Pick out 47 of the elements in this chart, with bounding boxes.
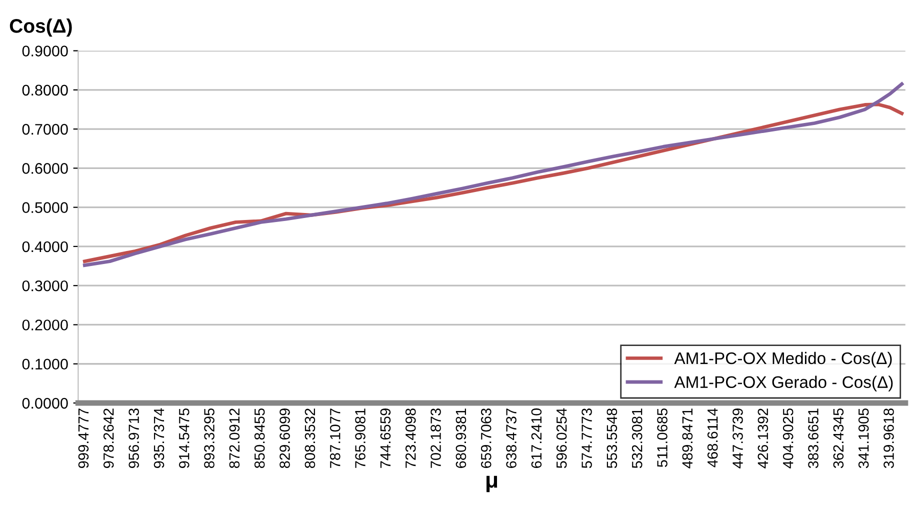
x-tick-label: 744.6559 — [380, 408, 391, 468]
x-tick-label: 659.7063 — [480, 408, 492, 468]
x-tick-label: 532.3081 — [632, 408, 642, 468]
y-tick-label: 0.9000 — [22, 46, 68, 56]
y-tick-label: 0.4000 — [22, 241, 68, 252]
x-tick-label: 829.6099 — [280, 408, 290, 468]
x-tick-label: 808.3532 — [304, 408, 316, 468]
y-tick-label: 0.5000 — [22, 202, 68, 213]
x-tick-label: 702.1873 — [430, 408, 441, 468]
x-tick-label: 978.2642 — [103, 408, 114, 468]
x-tick-label: 914.5475 — [178, 408, 190, 468]
x-tick-label: 999.4777 — [78, 408, 89, 468]
x-tick-label: 574.7773 — [582, 408, 592, 468]
y-tick-label: 0.7000 — [22, 124, 68, 135]
x-tick-label: 680.9381 — [456, 408, 466, 468]
x-tick-label: 787.1077 — [330, 408, 340, 468]
x-tick-label: 872.0912 — [229, 408, 240, 468]
y-axis-title: Cos(Δ) — [10, 18, 72, 37]
x-axis-title: μ — [486, 476, 498, 492]
x-tick-label: 596.0254 — [556, 408, 567, 468]
x-tick-label: 489.8471 — [682, 408, 693, 468]
x-tick-label: 765.9081 — [355, 408, 366, 468]
x-tick-label: 319.9618 — [884, 408, 894, 468]
x-tick-label: 617.2410 — [531, 408, 542, 468]
x-tick-label: 383.6651 — [808, 408, 818, 468]
x-tick-label: 511.0685 — [657, 408, 668, 468]
x-tick-label: 553.5548 — [606, 408, 618, 468]
y-tick-label: 0.1000 — [22, 358, 68, 370]
y-tick-label: 0.8000 — [22, 84, 68, 96]
x-tick-label: 893.3295 — [204, 408, 214, 468]
y-tick-label: 0.0000 — [22, 398, 68, 409]
x-tick-label: 404.9025 — [782, 408, 794, 468]
x-tick-label: 362.4345 — [833, 408, 844, 468]
x-tick-label: 638.4737 — [506, 408, 516, 468]
legend-label: AM1-PC-OX Gerado - Cos(Δ) — [674, 376, 893, 392]
y-tick-label: 0.2000 — [22, 320, 68, 330]
x-tick-label: 468.6114 — [707, 408, 718, 468]
x-tick-label: 447.3739 — [732, 408, 743, 468]
y-tick-label: 0.3000 — [22, 280, 68, 292]
x-tick-label: 723.4098 — [405, 408, 416, 468]
x-tick-label: 935.7374 — [154, 408, 164, 468]
x-tick-label: 956.9713 — [128, 408, 140, 468]
x-tick-label: 341.1905 — [858, 408, 869, 468]
y-tick-label: 0.6000 — [22, 163, 68, 174]
x-tick-label: 426.1392 — [758, 408, 768, 468]
legend-label: AM1-PC-OX Medido - Cos(Δ) — [674, 352, 892, 368]
x-tick-label: 850.8455 — [254, 408, 265, 468]
